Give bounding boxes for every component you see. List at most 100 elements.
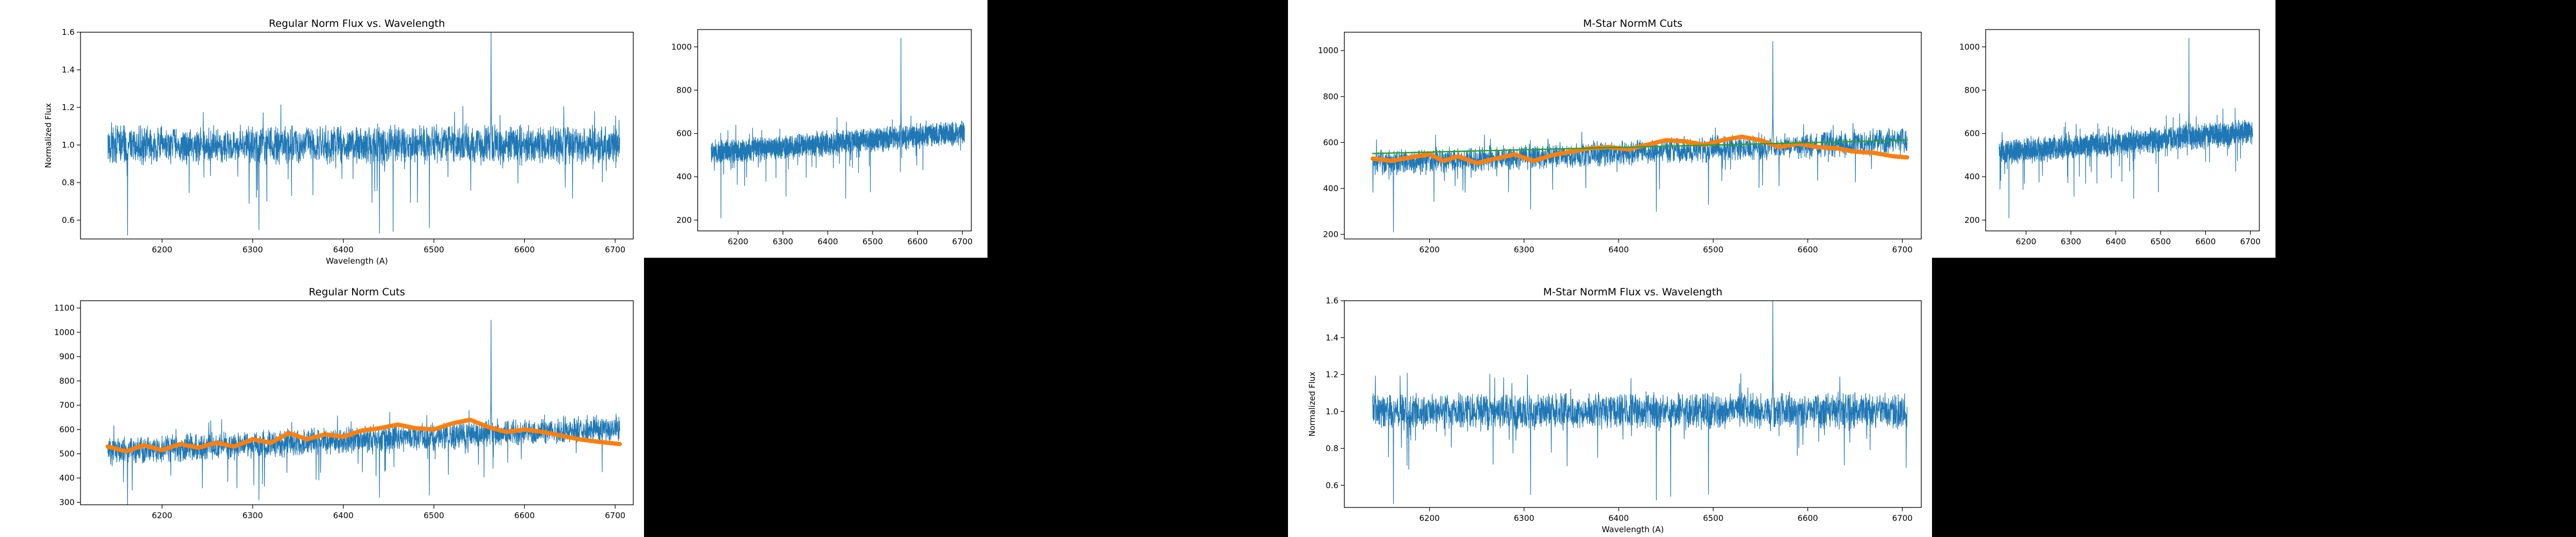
y-tick-label: 800	[1323, 92, 1338, 101]
x-tick-label: 6200	[2016, 237, 2036, 246]
y-tick-label: 0.8	[62, 178, 75, 187]
y-tick-label: 1.4	[62, 65, 75, 75]
plot-frame	[1985, 29, 2260, 231]
figure-regular-norm: 6200 6300 6400 6500 6600 6700 0.6 0.8 1.0 1.2 1.4 1…	[0, 0, 644, 537]
figure-panel-4: 6200 6300 6400 6500 6600 6700 200 400 600 800 1000	[1932, 0, 2275, 258]
x-tick-label: 6700	[1892, 513, 1913, 523]
series-group	[711, 38, 965, 219]
x-tick-label: 6300	[243, 245, 263, 255]
y-tick-label: 400	[1964, 172, 1980, 182]
plot-frame	[1344, 300, 1922, 508]
plot-frame	[80, 32, 634, 240]
y-tick-label: 0.6	[1326, 481, 1338, 490]
series-line-0	[1372, 301, 1908, 504]
figure-panel-2: 6200 6300 6400 6500 6600 6700 200 400 600 800 1000	[644, 0, 987, 258]
series-line-0	[107, 32, 620, 236]
y-tick-label: 600	[59, 425, 75, 434]
x-axis-label: Wavelength (A)	[1602, 525, 1664, 534]
series-group	[1372, 301, 1908, 504]
x-tick-label: 6500	[1703, 245, 1723, 255]
y-tick-label: 1.4	[1326, 333, 1338, 343]
chart-title: M-Star NormM Flux vs. Wavelength	[1543, 286, 1723, 298]
x-tick-label: 6400	[333, 511, 354, 520]
x-tick-label: 6500	[1703, 513, 1723, 523]
y-tick-label: 800	[1964, 85, 1980, 95]
y-tick-label: 400	[59, 473, 75, 483]
y-axis-label: Normalized Flux	[1307, 372, 1317, 437]
x-tick-label: 6700	[605, 511, 625, 520]
x-tick-label: 6200	[1419, 513, 1440, 523]
x-axis-label: Wavelength (A)	[326, 256, 388, 266]
x-tick-label: 6200	[728, 237, 748, 246]
plot-frame	[697, 29, 972, 231]
x-tick-label: 6600	[514, 511, 535, 520]
series-group	[105, 320, 622, 505]
plot-regular-norm-cuts: 6200 6300 6400 6500 6600 6700 300 400 500 600 700 8…	[54, 286, 634, 520]
y-tick-label: 1.2	[1326, 370, 1338, 380]
plot-regular-norm-flux: 6200 6300 6400 6500 6600 6700 0.6 0.8 1.0 1.2 1.4 1…	[43, 18, 634, 266]
plot-frame	[1344, 32, 1922, 240]
y-tick-label: 0.6	[62, 215, 75, 225]
y-axis-label: Normalized Flux	[43, 103, 53, 168]
x-tick-label: 6400	[1608, 245, 1629, 255]
series-line-0	[1372, 41, 1908, 233]
y-tick-label: 1.6	[1326, 296, 1338, 306]
y-tick-label: 300	[59, 497, 75, 507]
plot-frame	[80, 300, 634, 505]
chart-regular-norm-flux: 6200 6300 6400 6500 6600 6700 0.6 0.8 1.0 1.2 1.4 1…	[0, 0, 644, 268]
chart-mstar-normm-flux: 6200 6300 6400 6500 6600 6700 0.6 0.8 1.0 1.2 1.4 1…	[1288, 268, 1932, 537]
x-tick-label: 6400	[817, 237, 838, 246]
x-tick-label: 6500	[2150, 237, 2171, 246]
y-tick-label: 600	[1323, 137, 1338, 147]
y-tick-label: 400	[676, 172, 692, 182]
y-tick-label: 1000	[1959, 42, 1980, 52]
y-tick-label: 600	[1964, 129, 1980, 139]
y-tick-label: 1000	[54, 328, 75, 337]
plot-mstar-normm-flux: 6200 6300 6400 6500 6600 6700 0.6 0.8 1.0 1.2 1.4 1…	[1307, 286, 1922, 534]
series-line-2	[1372, 139, 1908, 155]
figure-mstar-norm: 6200 6300 6400 6500 6600 6700 200 400 600 800 1000…	[1288, 0, 1932, 537]
x-tick-label: 6500	[423, 511, 444, 520]
x-tick-label: 6300	[243, 511, 263, 520]
x-tick-label: 6700	[605, 245, 625, 255]
series-line-1	[105, 417, 622, 454]
x-tick-label: 6600	[514, 245, 535, 255]
y-tick-label: 600	[676, 129, 692, 139]
x-tick-label: 6700	[1892, 245, 1913, 255]
y-tick-label: 800	[676, 85, 692, 95]
chart-regular-norm-cuts: 6200 6300 6400 6500 6600 6700 300 400 500 600 700 8…	[0, 268, 644, 537]
x-tick-label: 6200	[1419, 245, 1440, 255]
x-tick-label: 6300	[1514, 245, 1534, 255]
y-tick-label: 1.6	[62, 27, 75, 37]
chart-mstar-normm-cuts: 6200 6300 6400 6500 6600 6700 200 400 600 800 1000…	[1288, 0, 1932, 258]
plot-mstar-normm-cuts: 6200 6300 6400 6500 6600 6700 200 400 600 800 1000…	[1318, 18, 1922, 255]
x-tick-label: 6400	[2105, 237, 2126, 246]
x-tick-label: 6700	[2240, 237, 2260, 246]
x-tick-label: 6400	[333, 245, 354, 255]
series-line-0	[107, 320, 620, 505]
y-tick-label: 700	[59, 401, 75, 410]
x-tick-label: 6200	[152, 245, 172, 255]
y-tick-label: 1000	[671, 42, 692, 52]
x-tick-label: 6300	[2061, 237, 2081, 246]
y-tick-label: 1.2	[62, 103, 75, 112]
x-tick-label: 6600	[2196, 237, 2216, 246]
x-tick-label: 6500	[862, 237, 883, 246]
series-group	[1370, 41, 1909, 233]
y-tick-label: 500	[59, 449, 75, 459]
x-tick-label: 6400	[1608, 513, 1629, 523]
series-line-0	[711, 38, 965, 219]
y-tick-label: 1000	[1318, 46, 1338, 55]
y-tick-label: 900	[59, 352, 75, 361]
series-line-0	[1999, 38, 2253, 219]
x-tick-label: 6300	[773, 237, 793, 246]
chart-title: M-Star NormM Cuts	[1583, 18, 1682, 30]
y-tick-label: 0.8	[1326, 444, 1338, 453]
x-tick-label: 6500	[423, 245, 444, 255]
chart-title: Regular Norm Cuts	[309, 286, 405, 298]
series-group	[107, 32, 620, 236]
plot-panel-4: 6200 6300 6400 6500 6600 6700 200 400 600 800 1000	[1959, 29, 2260, 246]
x-tick-label: 6600	[1797, 513, 1818, 523]
y-tick-label: 200	[1323, 229, 1338, 239]
y-tick-label: 1.0	[62, 140, 75, 150]
